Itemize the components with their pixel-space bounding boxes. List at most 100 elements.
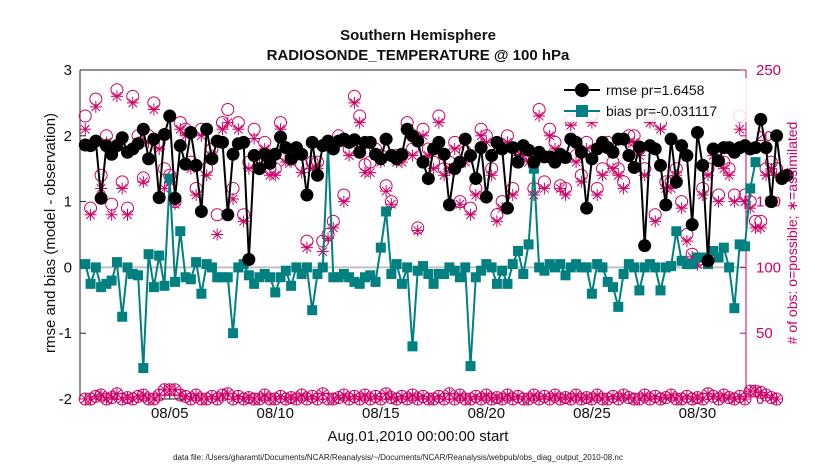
obs-assimilated-point [200,169,213,182]
obs-assimilated-point [216,123,229,136]
obs-assimilated-point [733,390,746,403]
obs-assimilated-point [770,393,783,405]
rmse-point [770,129,784,143]
obs-assimilated-point [79,123,92,136]
obs-assimilated-point [749,385,762,398]
obs-assimilated-point [607,162,620,175]
obs-assimilated-point [617,182,630,195]
rmse-point [569,135,583,149]
legend-bias-marker [576,105,588,117]
bias-point [428,278,439,289]
bias-point [681,259,692,270]
rmse-series-markers [78,109,794,268]
bias-point [159,280,170,291]
rmse-point [479,190,493,204]
bias-point [713,252,724,263]
obs-assimilated-point [411,224,424,237]
bias-point [507,259,518,270]
obs-assimilated-point [649,215,662,228]
rmse-point [669,175,683,189]
rmse-point [416,155,430,169]
obs-assimilated-point [300,241,313,254]
bias-point [513,245,524,256]
obs-assimilated-point [453,198,466,211]
bias-point [375,242,386,253]
obs-possible-point [157,162,171,176]
rmse-point [142,152,156,166]
bias-series-markers [80,140,761,374]
y-axis-label: rmse and bias (model - observation) [42,113,59,353]
obs-assimilated-point [380,185,393,198]
obs-assimilated-point [533,110,546,123]
bias-point [148,282,159,293]
obs-assimilated-point [723,169,736,182]
bias-point [634,285,645,296]
bias-point [338,268,349,279]
rmse-point [157,127,171,141]
rmse-point [194,204,208,218]
obs-assimilated-point [485,169,498,182]
bias-point [460,262,471,273]
rmse-point [136,122,150,136]
bias-point [571,259,582,270]
obs-assimilated-point [348,96,361,109]
rmse-point [622,149,636,163]
bias-point [402,262,413,273]
bias-point [106,275,117,286]
bias-point [138,363,149,374]
bias-point [618,268,629,279]
bias-point [655,285,666,296]
rmse-point [495,142,509,156]
obs-assimilated-point [765,391,778,404]
obs-assimilated-point [300,393,313,405]
bias-point [602,276,613,287]
bias-point [90,262,101,273]
bias-point [333,272,344,283]
obs-assimilated-point [733,123,746,136]
y-tick-label: -1 [59,325,72,342]
bias-point [122,262,133,273]
obs-assimilated-point [622,391,635,404]
obs-assimilated-point [680,235,693,248]
bias-point [117,311,128,322]
rmse-point [374,152,388,166]
bias-point [164,173,175,184]
bias-point [169,276,180,287]
obs-assimilated-point [432,116,445,129]
bias-point [418,261,429,272]
rmse-point [706,142,720,156]
rmse-point [237,135,251,149]
bias-point [597,262,608,273]
bias-point [639,262,650,273]
bias-point [444,262,455,273]
chart-legend: rmse pr=1.6458 bias pr=-0.031117 [560,78,748,122]
bias-point [191,257,202,268]
x-tick-label: 08/20 [468,405,506,422]
bias-point [386,268,397,279]
bias-point [692,252,703,263]
bias-point [560,270,571,281]
obs-assimilated-point [554,182,567,195]
bias-point [301,262,312,273]
obs-assimilated-point [580,391,593,404]
rmse-point [300,188,314,202]
bias-point [549,262,560,273]
y-tick-label: 1 [64,194,72,211]
legend-rmse-label: rmse pr=1.6458 [606,82,705,98]
obs-assimilated-point [385,391,398,404]
obs-assimilated-point [147,103,160,116]
bias-point [724,262,735,273]
bias-point [275,272,286,283]
bias-point [502,278,513,289]
x-tick-label: 08/10 [256,405,294,422]
rmse-point [511,155,525,169]
obs-assimilated-point [696,189,709,202]
bias-point [349,276,360,287]
bias-point [676,255,687,266]
rmse-point [617,132,631,146]
bias-point [370,276,381,287]
bias-point [254,272,265,283]
rmse-point [379,132,393,146]
rmse-point [411,134,425,148]
bias-point [750,157,761,168]
